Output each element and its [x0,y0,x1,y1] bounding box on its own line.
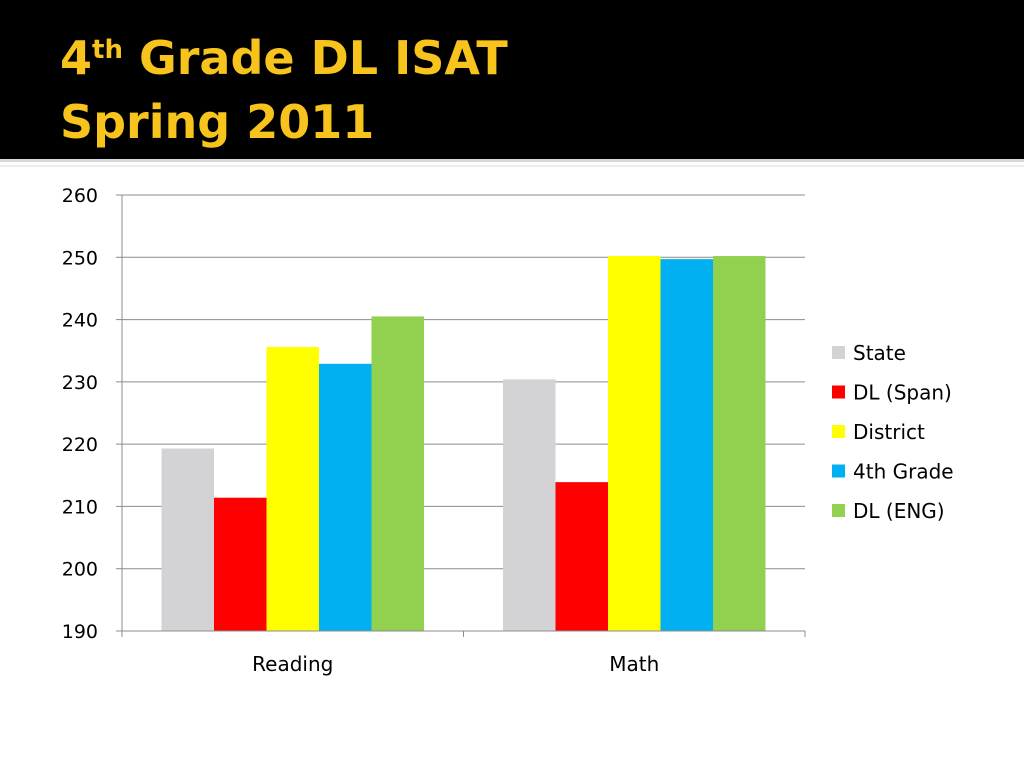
header-divider-secondary [0,165,1024,167]
y-tick-label: 260 [62,185,98,207]
bar [319,363,372,631]
bar [266,346,319,631]
axes [121,195,806,637]
legend-swatch [832,425,845,438]
legend-swatch [832,464,845,478]
y-axis-ticks: 190 200 210 220 230 240 250 260 [62,185,122,643]
bar [503,379,556,631]
title-line-2: Spring 2011 [60,95,375,149]
y-tick-label: 200 [62,559,98,581]
title-superscript: th [92,35,123,65]
y-tick-label: 220 [62,434,98,456]
bar [608,256,661,631]
legend-label: District [853,420,925,444]
bar [555,482,608,631]
legend-swatch [832,346,845,359]
y-tick-label: 230 [62,372,98,394]
bar [660,259,713,631]
x-tick-label: Reading [252,652,333,676]
bar [371,316,424,631]
title-text: Grade DL ISAT [122,31,508,85]
y-tick-label: 210 [62,496,98,518]
slide-title: 4th Grade DL ISAT Spring 2011 [60,30,508,150]
y-tick-label: 250 [62,247,98,269]
bar [214,497,267,631]
legend-label: 4th Grade [853,460,954,484]
title-number: 4 [60,31,93,85]
y-tick-label: 240 [62,310,98,332]
title-line-1: 4th Grade DL ISAT [60,30,508,94]
x-axis-labels: Reading Math [252,652,659,676]
legend-label: DL (Span) [853,381,952,405]
bar [161,448,214,631]
x-tick-label: Math [609,652,659,676]
title-banner [0,0,1024,159]
legend-label: State [853,341,906,365]
legend-swatch [832,504,845,517]
bars [161,256,766,631]
legend-swatch [832,385,845,399]
legend-label: DL (ENG) [853,499,945,523]
bar [713,256,766,631]
y-tick-label: 190 [62,621,98,643]
legend: State DL (Span) District 4th Grade DL (ENG) [832,341,954,523]
header-divider [0,159,1024,162]
